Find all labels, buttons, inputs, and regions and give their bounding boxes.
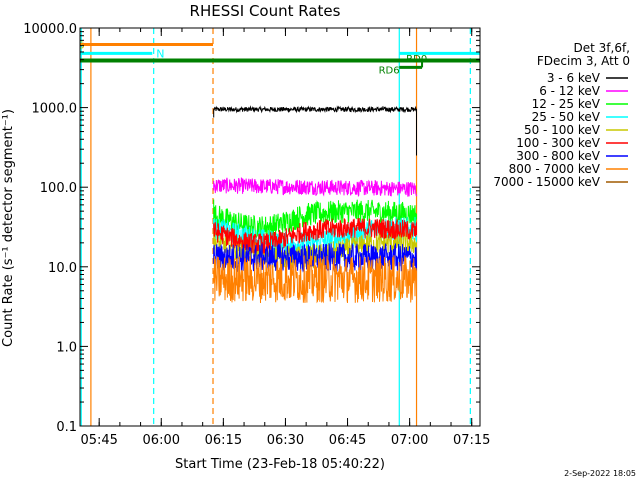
legend-label-0: 3 - 6 keV <box>547 71 601 85</box>
x-axis-label: Start Time (23-Feb-18 05:40:22) <box>175 457 385 472</box>
plot-frame <box>79 27 481 427</box>
series-line-6-12-kev <box>213 177 417 198</box>
series-line-800-7000-kev <box>213 255 417 304</box>
plot-area: NSRD6RD0 <box>80 28 480 426</box>
y-axis-label: Count Rate (s⁻¹ detector segment⁻¹) <box>1 109 16 347</box>
x-tick-label-6: 07:15 <box>453 433 490 448</box>
y-tick-label-1: 1000.0 <box>32 102 78 117</box>
y-tick-label-4: 1.0 <box>56 340 77 355</box>
plot-content: NSRD6RD0 <box>80 28 480 426</box>
rd-label-0: RD6 <box>379 66 400 77</box>
y-tick-label-0: 10000.0 <box>23 22 77 37</box>
y-tick-label-5: 0.1 <box>56 420 77 435</box>
y-tick-label-3: 10.0 <box>48 261 77 276</box>
x-tick-label-2: 06:15 <box>205 433 242 448</box>
x-tick-label-5: 07:00 <box>391 433 428 448</box>
x-tick-label-4: 06:45 <box>329 433 366 448</box>
legend-header-line-1: Det 3f,6f, <box>574 41 631 55</box>
chart-title: RHESSI Count Rates <box>190 2 341 20</box>
legend-label-4: 50 - 100 keV <box>524 123 601 137</box>
series-line-100-300-kev <box>213 217 417 254</box>
legend-label-3: 25 - 50 keV <box>532 110 601 124</box>
legend-label-6: 300 - 800 keV <box>516 149 600 163</box>
x-tick-label-0: 05:45 <box>80 433 117 448</box>
legend-header-line-2: FDecim 3, Att 0 <box>537 54 630 68</box>
axes: 10000.0 1000.0 100.0 10.0 1.0 0.105:45 06:00 06… <box>23 22 490 448</box>
x-tick-label-1: 06:00 <box>143 433 180 448</box>
series-line-12-25-kev <box>213 199 417 239</box>
legend-label-8: 7000 - 15000 keV <box>493 175 600 189</box>
x-tick-label-3: 06:30 <box>267 433 304 448</box>
series-line-3-6-kev <box>213 105 417 156</box>
legend-label-5: 100 - 300 keV <box>516 136 600 150</box>
footer-date: 2-Sep-2022 18:05 <box>564 469 636 478</box>
y-tick-label-2: 100.0 <box>40 181 77 196</box>
night-bar-label: N <box>156 47 164 60</box>
legend-label-2: 12 - 25 keV <box>532 97 601 111</box>
legend-label-7: 800 - 7000 keV <box>509 162 601 176</box>
legend-label-1: 6 - 12 keV <box>539 84 601 98</box>
rd-label-1: RD0 <box>406 54 427 65</box>
